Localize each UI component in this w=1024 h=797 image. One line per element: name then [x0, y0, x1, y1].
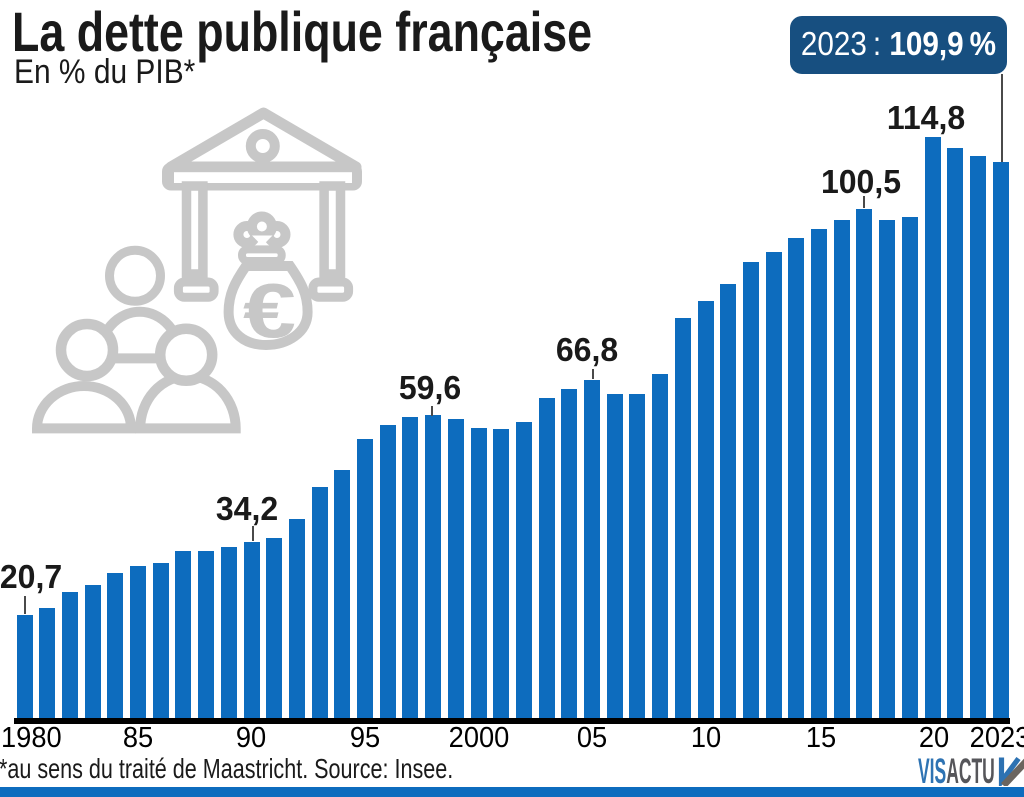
- svg-text:€: €: [243, 269, 296, 355]
